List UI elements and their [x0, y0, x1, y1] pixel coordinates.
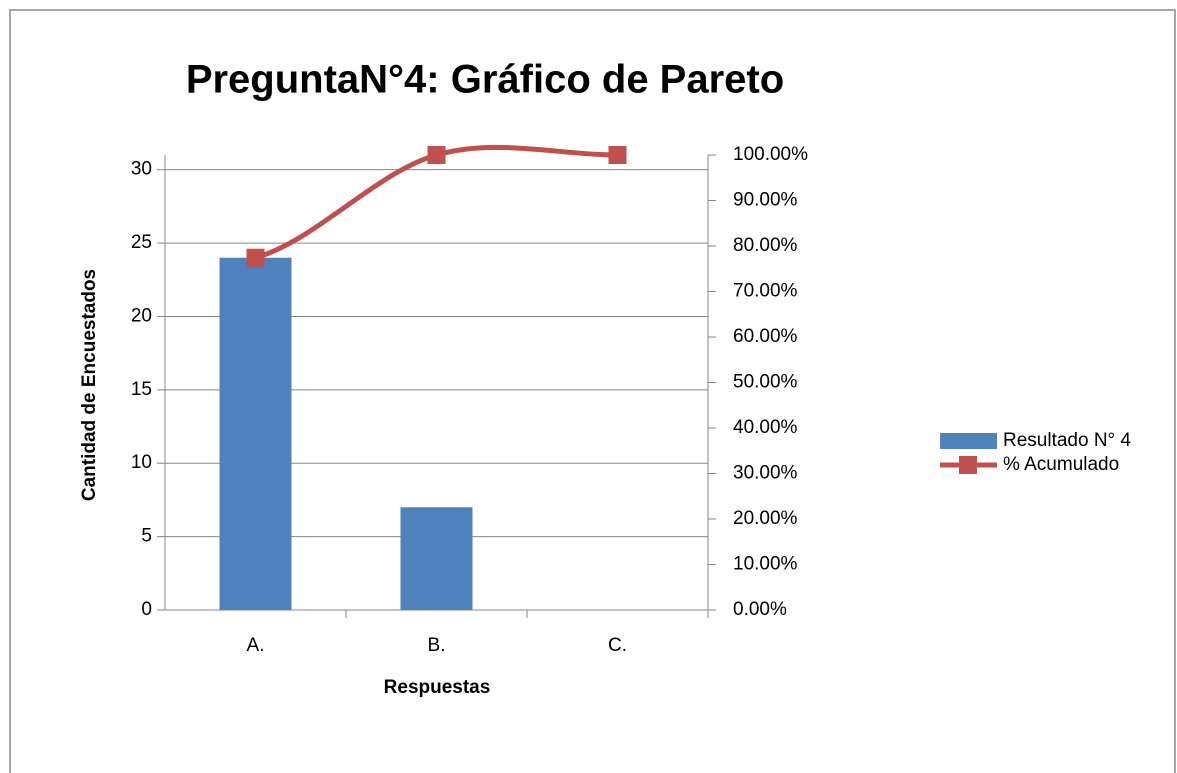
x-tick-label: B.	[428, 635, 446, 656]
y2-tick-label: 70.00%	[733, 281, 798, 302]
y2-tick-label: 20.00%	[733, 508, 798, 529]
x-tick-label: A.	[247, 635, 265, 656]
y2-tick-label: 30.00%	[733, 463, 798, 484]
chart-frame	[9, 9, 1176, 773]
bar	[219, 257, 292, 610]
line-marker	[427, 146, 446, 164]
x-tick-label: C.	[608, 635, 627, 656]
line-marker	[608, 146, 627, 164]
y-tick-label: 25	[131, 232, 152, 253]
chart-title: PreguntaN°4: Gráfico de Pareto	[186, 58, 784, 102]
y2-tick-label: 90.00%	[733, 190, 798, 211]
legend-swatch	[959, 456, 977, 474]
legend-swatch	[940, 433, 997, 449]
y2-tick-label: 50.00%	[733, 372, 798, 393]
y2-tick-label: 10.00%	[733, 554, 798, 575]
y-tick-label: 15	[131, 379, 152, 400]
y2-tick-label: 100.00%	[733, 144, 808, 165]
x-axis-title: Respuestas	[384, 677, 491, 698]
bar	[400, 507, 473, 610]
y-axis-title: Cantidad de Encuestados	[79, 269, 100, 501]
y-tick-label: 20	[131, 305, 152, 326]
y2-tick-label: 80.00%	[733, 235, 798, 256]
y2-tick-label: 60.00%	[733, 326, 798, 347]
line-marker	[246, 248, 265, 267]
y-tick-label: 10	[131, 452, 152, 473]
y-tick-label: 5	[141, 526, 152, 547]
y2-tick-label: 0.00%	[733, 599, 787, 620]
legend-label: Resultado N° 4	[1003, 430, 1131, 451]
legend-label: % Acumulado	[1003, 454, 1119, 475]
y2-tick-label: 40.00%	[733, 417, 798, 438]
y-tick-label: 30	[131, 159, 152, 180]
y-tick-label: 0	[141, 599, 152, 620]
